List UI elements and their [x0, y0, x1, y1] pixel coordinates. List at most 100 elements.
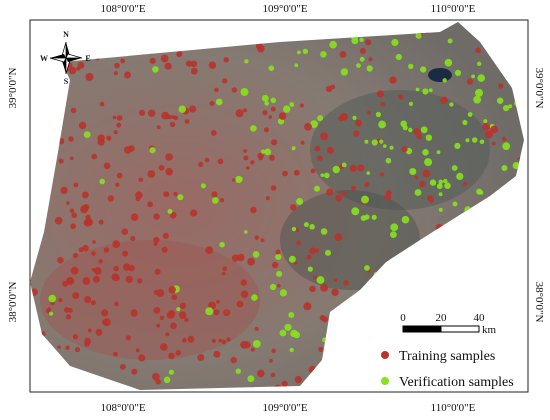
sample-point [270, 372, 276, 378]
sample-point [119, 363, 126, 370]
legend: Training samples Verification samples [381, 349, 514, 390]
sample-point [185, 60, 193, 67]
sample-point [167, 209, 173, 214]
sample-point [356, 63, 361, 68]
sample-point [138, 177, 144, 183]
sample-point [97, 138, 105, 146]
sample-point [65, 314, 72, 320]
sample-point [371, 139, 378, 146]
sample-point [255, 42, 263, 50]
sample-point [130, 213, 139, 221]
sample-point [92, 275, 100, 283]
sample-point [69, 208, 75, 214]
sample-point [395, 53, 402, 61]
sample-point [211, 191, 218, 198]
sample-point [218, 338, 223, 343]
sample-point [113, 265, 119, 272]
sample-point [475, 88, 483, 97]
sample-point [200, 183, 206, 189]
sample-point [170, 322, 177, 330]
sample-point [278, 112, 287, 120]
sample-point [251, 294, 258, 301]
sample-point [98, 219, 104, 225]
sample-point [261, 94, 269, 102]
sample-point [294, 375, 303, 384]
sample-point [153, 236, 160, 244]
lon-label: 108°0'0"E [100, 402, 145, 414]
sample-point [214, 87, 219, 93]
sample-point [102, 318, 111, 327]
sample-point [130, 309, 138, 317]
sample-point [484, 130, 493, 139]
sample-point [60, 186, 68, 195]
sample-point [163, 376, 171, 384]
sample-point [106, 135, 112, 141]
sample-point [231, 87, 237, 93]
sample-point [257, 369, 265, 378]
sample-point [91, 251, 96, 256]
sample-point [334, 233, 343, 242]
sample-point [440, 96, 448, 105]
sample-point [87, 328, 92, 333]
sample-point [147, 201, 154, 208]
sample-point [473, 95, 482, 104]
sample-point [265, 196, 270, 201]
sample-point [408, 127, 413, 133]
sample-point [271, 261, 279, 269]
sample-point [268, 65, 275, 71]
sample-point [70, 266, 79, 275]
sample-point [116, 115, 123, 121]
sample-point [414, 189, 422, 196]
sample-point [219, 241, 225, 248]
sample-point [212, 197, 219, 204]
sample-point [112, 240, 121, 249]
sample-point [231, 178, 236, 182]
sample-point [307, 266, 313, 272]
sample-point [476, 188, 483, 195]
sample-point [115, 182, 120, 187]
sample-point [332, 165, 340, 174]
sample-point [281, 380, 288, 387]
sample-point [364, 265, 370, 271]
sample-point [148, 109, 156, 117]
sample-point [390, 231, 397, 239]
sample-point [442, 78, 447, 83]
sample-point [113, 351, 118, 357]
sample-point [402, 125, 408, 131]
sample-point [320, 173, 325, 177]
sample-point [82, 191, 89, 199]
scale-tick: 40 [474, 312, 486, 324]
sample-point [154, 268, 161, 275]
lat-label: 38°0'0"N [7, 282, 19, 323]
sample-point [351, 207, 360, 216]
sample-point [222, 78, 228, 84]
sample-point [160, 343, 168, 351]
sample-point [503, 105, 510, 112]
sample-point [168, 352, 175, 360]
sample-point [78, 247, 84, 253]
sample-point [297, 50, 301, 55]
sample-point [173, 115, 178, 121]
sample-point [189, 105, 197, 113]
sample-point [389, 145, 394, 150]
compass-n: N [63, 30, 69, 39]
scale-bar: 0 20 40 km [400, 312, 496, 336]
sample-point [438, 192, 443, 197]
sample-point [270, 283, 277, 291]
sample-point [320, 132, 328, 141]
sample-point [67, 307, 73, 313]
sample-point [349, 164, 357, 172]
sample-point [77, 61, 85, 69]
sample-point [66, 277, 75, 285]
sample-point [82, 277, 91, 285]
sample-point [246, 166, 250, 170]
sample-point [270, 97, 277, 104]
sample-point [408, 63, 414, 70]
sample-point [320, 283, 329, 292]
sample-point [176, 51, 183, 58]
sample-point [479, 139, 485, 145]
sample-point [438, 207, 443, 212]
sample-point [137, 278, 143, 284]
sample-point [179, 302, 186, 309]
